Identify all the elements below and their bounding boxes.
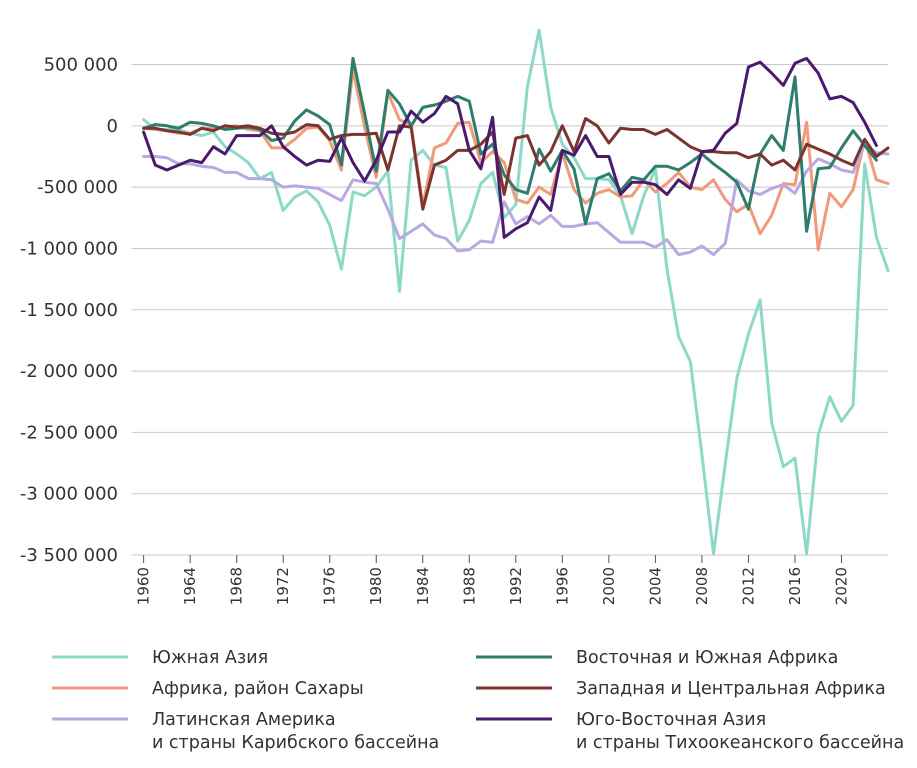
legend-item-south-asia: Южная Азия — [52, 648, 268, 668]
legend-item-west-central-africa: Западная и Центральная Африка — [476, 679, 886, 699]
legend-item-southeast-asia: Юго-Восточная Азия и страны Тихоокеанско… — [476, 710, 904, 753]
x-tick-label: 2000 — [600, 567, 618, 605]
legend-label-line2: и страны Тихоокеанского бассейна — [576, 733, 904, 753]
x-tick-label: 1988 — [460, 567, 478, 605]
x-tick-label: 1968 — [228, 567, 246, 605]
x-tick-label: 2012 — [739, 567, 757, 605]
y-tick-label: -3 000 000 — [20, 484, 118, 505]
y-tick-label: -2 000 000 — [20, 361, 118, 382]
x-tick-label: 1972 — [274, 567, 292, 605]
x-axis: 1960 1964 1968 1972 1976 1980 1984 1988 1992 1996… — [135, 555, 850, 605]
x-tick-label: 2020 — [832, 567, 850, 605]
x-tick-label: 2016 — [786, 567, 804, 605]
series-lines — [142, 28, 890, 556]
legend-item-east-south-africa: Восточная и Южная Африка — [476, 648, 838, 668]
series-line-5 — [142, 117, 890, 211]
x-tick-label: 1996 — [553, 567, 571, 605]
x-tick-label: 1976 — [321, 567, 339, 605]
y-tick-label: 500 000 — [44, 55, 118, 76]
legend-item-latin-america: Латинская Америка и страны Карибского ба… — [52, 710, 439, 753]
legend-item-africa-sahara: Африка, район Сахары — [52, 679, 364, 699]
series-line-1 — [142, 28, 890, 556]
y-tick-label: -500 000 — [37, 177, 118, 198]
x-tick-label: 1980 — [367, 567, 385, 605]
legend-label-line2: и страны Карибского бассейна — [152, 733, 439, 753]
x-tick-label: 1984 — [414, 567, 432, 605]
y-tick-label: -1 000 000 — [20, 238, 118, 259]
y-tick-label: -2 500 000 — [20, 422, 118, 443]
series-line-2 — [142, 67, 890, 252]
x-tick-label: 2004 — [646, 567, 664, 605]
legend-label: Юго-Восточная Азия — [576, 710, 766, 730]
legend-label: Восточная и Южная Африка — [576, 648, 838, 668]
legend-label: Южная Азия — [152, 648, 268, 668]
y-tick-label: 0 — [107, 116, 118, 137]
series-line-4 — [142, 56, 878, 233]
x-tick-label: 2008 — [693, 567, 711, 605]
series-line-3 — [142, 142, 890, 257]
y-tick-label: -1 500 000 — [20, 300, 118, 321]
legend: Южная Азия Восточная и Южная Африка Афри… — [52, 648, 904, 753]
legend-label: Африка, район Сахары — [152, 679, 364, 699]
y-axis: 500 000 0 -500 000 -1 000 000 -1 500 000 -2 0… — [20, 55, 118, 566]
x-tick-label: 1960 — [135, 567, 153, 605]
legend-label: Латинская Америка — [152, 710, 336, 730]
x-tick-label: 1992 — [507, 567, 525, 605]
y-tick-label: -3 500 000 — [20, 545, 118, 566]
gridlines — [132, 64, 888, 556]
x-tick-label: 1964 — [181, 567, 199, 605]
series-line-6 — [142, 56, 878, 239]
legend-label: Западная и Центральная Африка — [576, 679, 886, 699]
